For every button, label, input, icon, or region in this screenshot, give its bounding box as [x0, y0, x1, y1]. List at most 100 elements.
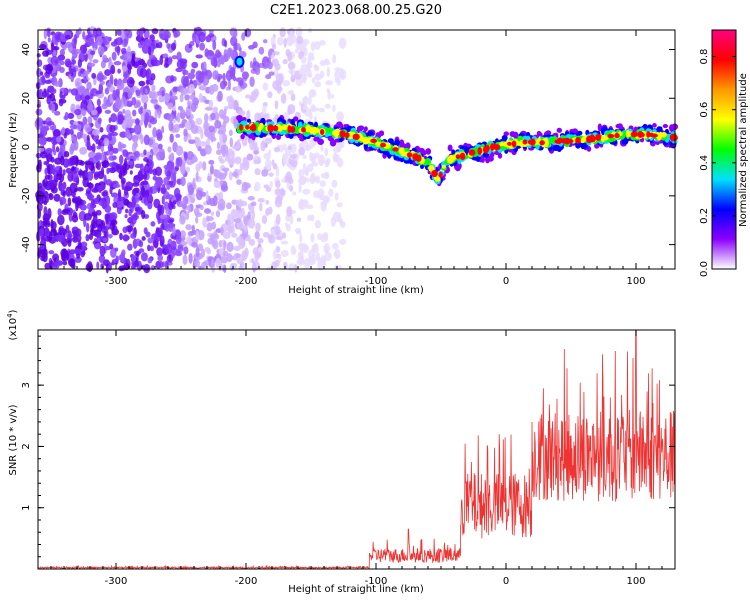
heatmap-cell [236, 179, 242, 185]
heatmap-cell [191, 224, 195, 234]
heatmap-cell [353, 133, 360, 141]
heatmap-cell [82, 177, 89, 188]
heatmap-cell [105, 179, 113, 186]
heatmap-cell [522, 139, 528, 145]
heatmap-cell [111, 51, 117, 61]
heatmap-cell [302, 105, 308, 110]
heatmap-cell [82, 133, 88, 140]
heatmap-cell [363, 126, 368, 132]
heatmap-cell [168, 153, 174, 161]
heatmap-cell [138, 240, 144, 248]
heatmap-cell [247, 234, 251, 242]
heatmap-cell [59, 196, 67, 205]
heatmap-cell [197, 230, 205, 241]
heatmap-cell [166, 194, 174, 200]
heatmap-cell [97, 45, 105, 56]
heatmap-cell [126, 100, 133, 107]
heatmap-cell [287, 105, 292, 116]
heatmap-cell [48, 180, 55, 189]
heatmap-cell [47, 220, 51, 226]
heatmap-cell [455, 154, 461, 160]
heatmap-cell [213, 233, 220, 240]
heatmap-cell [57, 214, 65, 226]
heatmap-cell [319, 128, 325, 136]
heatmap-cell [141, 94, 149, 104]
heatmap-cell [79, 44, 87, 55]
heatmap-cell [126, 160, 134, 166]
heatmap-cell [330, 216, 336, 228]
heatmap-cell [246, 109, 251, 121]
heatmap-cell [201, 261, 208, 269]
heatmap-cell [126, 63, 132, 70]
heatmap-cell [238, 238, 246, 250]
heatmap-cell [176, 156, 183, 167]
heatmap-cell [75, 200, 79, 212]
heatmap-cell [61, 127, 66, 135]
heatmap-cell [157, 206, 162, 217]
heatmap-cell [171, 55, 178, 60]
heatmap-cell [614, 132, 620, 139]
heatmap-cell [67, 239, 72, 247]
heatmap-cell [147, 237, 154, 244]
heatmap-cell [43, 206, 48, 217]
heatmap-cell [104, 229, 109, 238]
heatmap-cell [74, 256, 82, 263]
heatmap-cell [240, 134, 245, 140]
heatmap-cell [96, 72, 104, 82]
heatmap-cell [143, 149, 147, 156]
heatmap-cell [226, 241, 234, 253]
heatmap-cell [87, 191, 93, 201]
heatmap-cell [270, 54, 275, 60]
heatmap-cell [112, 202, 118, 208]
heatmap-cell [170, 75, 175, 83]
heatmap-cell [264, 158, 272, 170]
heatmap-cell [208, 29, 214, 34]
heatmap-cell [206, 222, 213, 232]
x-tick-label: 0 [503, 576, 509, 587]
heatmap-cell [54, 31, 62, 42]
heatmap-cell [42, 179, 46, 187]
heatmap-cell [167, 56, 173, 65]
heatmap-cell [284, 178, 291, 183]
heatmap-cell [95, 218, 104, 228]
heatmap-cell [124, 214, 128, 219]
heatmap-cell [86, 171, 94, 181]
heatmap-cell [117, 141, 122, 152]
heatmap-cell [83, 213, 92, 221]
heatmap-cell [216, 141, 220, 150]
heatmap-cell [241, 224, 247, 230]
heatmap-cell [330, 94, 335, 99]
heatmap-cell [120, 47, 127, 54]
heatmap-cell [344, 132, 350, 139]
heatmap-cell [62, 208, 71, 214]
heatmap-cell [394, 139, 401, 147]
heatmap-cell [68, 211, 73, 222]
heatmap-cell [46, 96, 51, 105]
heatmap-cell [324, 103, 331, 109]
heatmap-cell [298, 146, 306, 156]
heatmap-cell [329, 139, 337, 147]
heatmap-cell [174, 251, 183, 257]
heatmap-cell [235, 199, 243, 207]
heatmap-cell [298, 183, 302, 194]
heatmap-cell [89, 183, 94, 190]
heatmap-cell [210, 211, 215, 217]
heatmap-cell [206, 248, 212, 255]
heatmap-cell [73, 34, 78, 45]
x-tick-label: -100 [365, 576, 388, 587]
heatmap-cell [96, 98, 101, 107]
heatmap-cell [265, 74, 272, 80]
heatmap-cell [331, 179, 338, 188]
heatmap-cell [86, 134, 90, 141]
heatmap-cell [271, 261, 278, 271]
heatmap-cell [96, 261, 100, 270]
heatmap-cell [262, 39, 268, 44]
heatmap-cell [138, 80, 146, 87]
heatmap-cell [290, 93, 296, 102]
heatmap-cell [295, 230, 302, 235]
heatmap-cell [103, 137, 110, 147]
heatmap-cell [62, 190, 66, 198]
heatmap-cell [105, 219, 109, 225]
heatmap-cell [222, 232, 231, 240]
y-tick-label: 3 [21, 382, 32, 388]
